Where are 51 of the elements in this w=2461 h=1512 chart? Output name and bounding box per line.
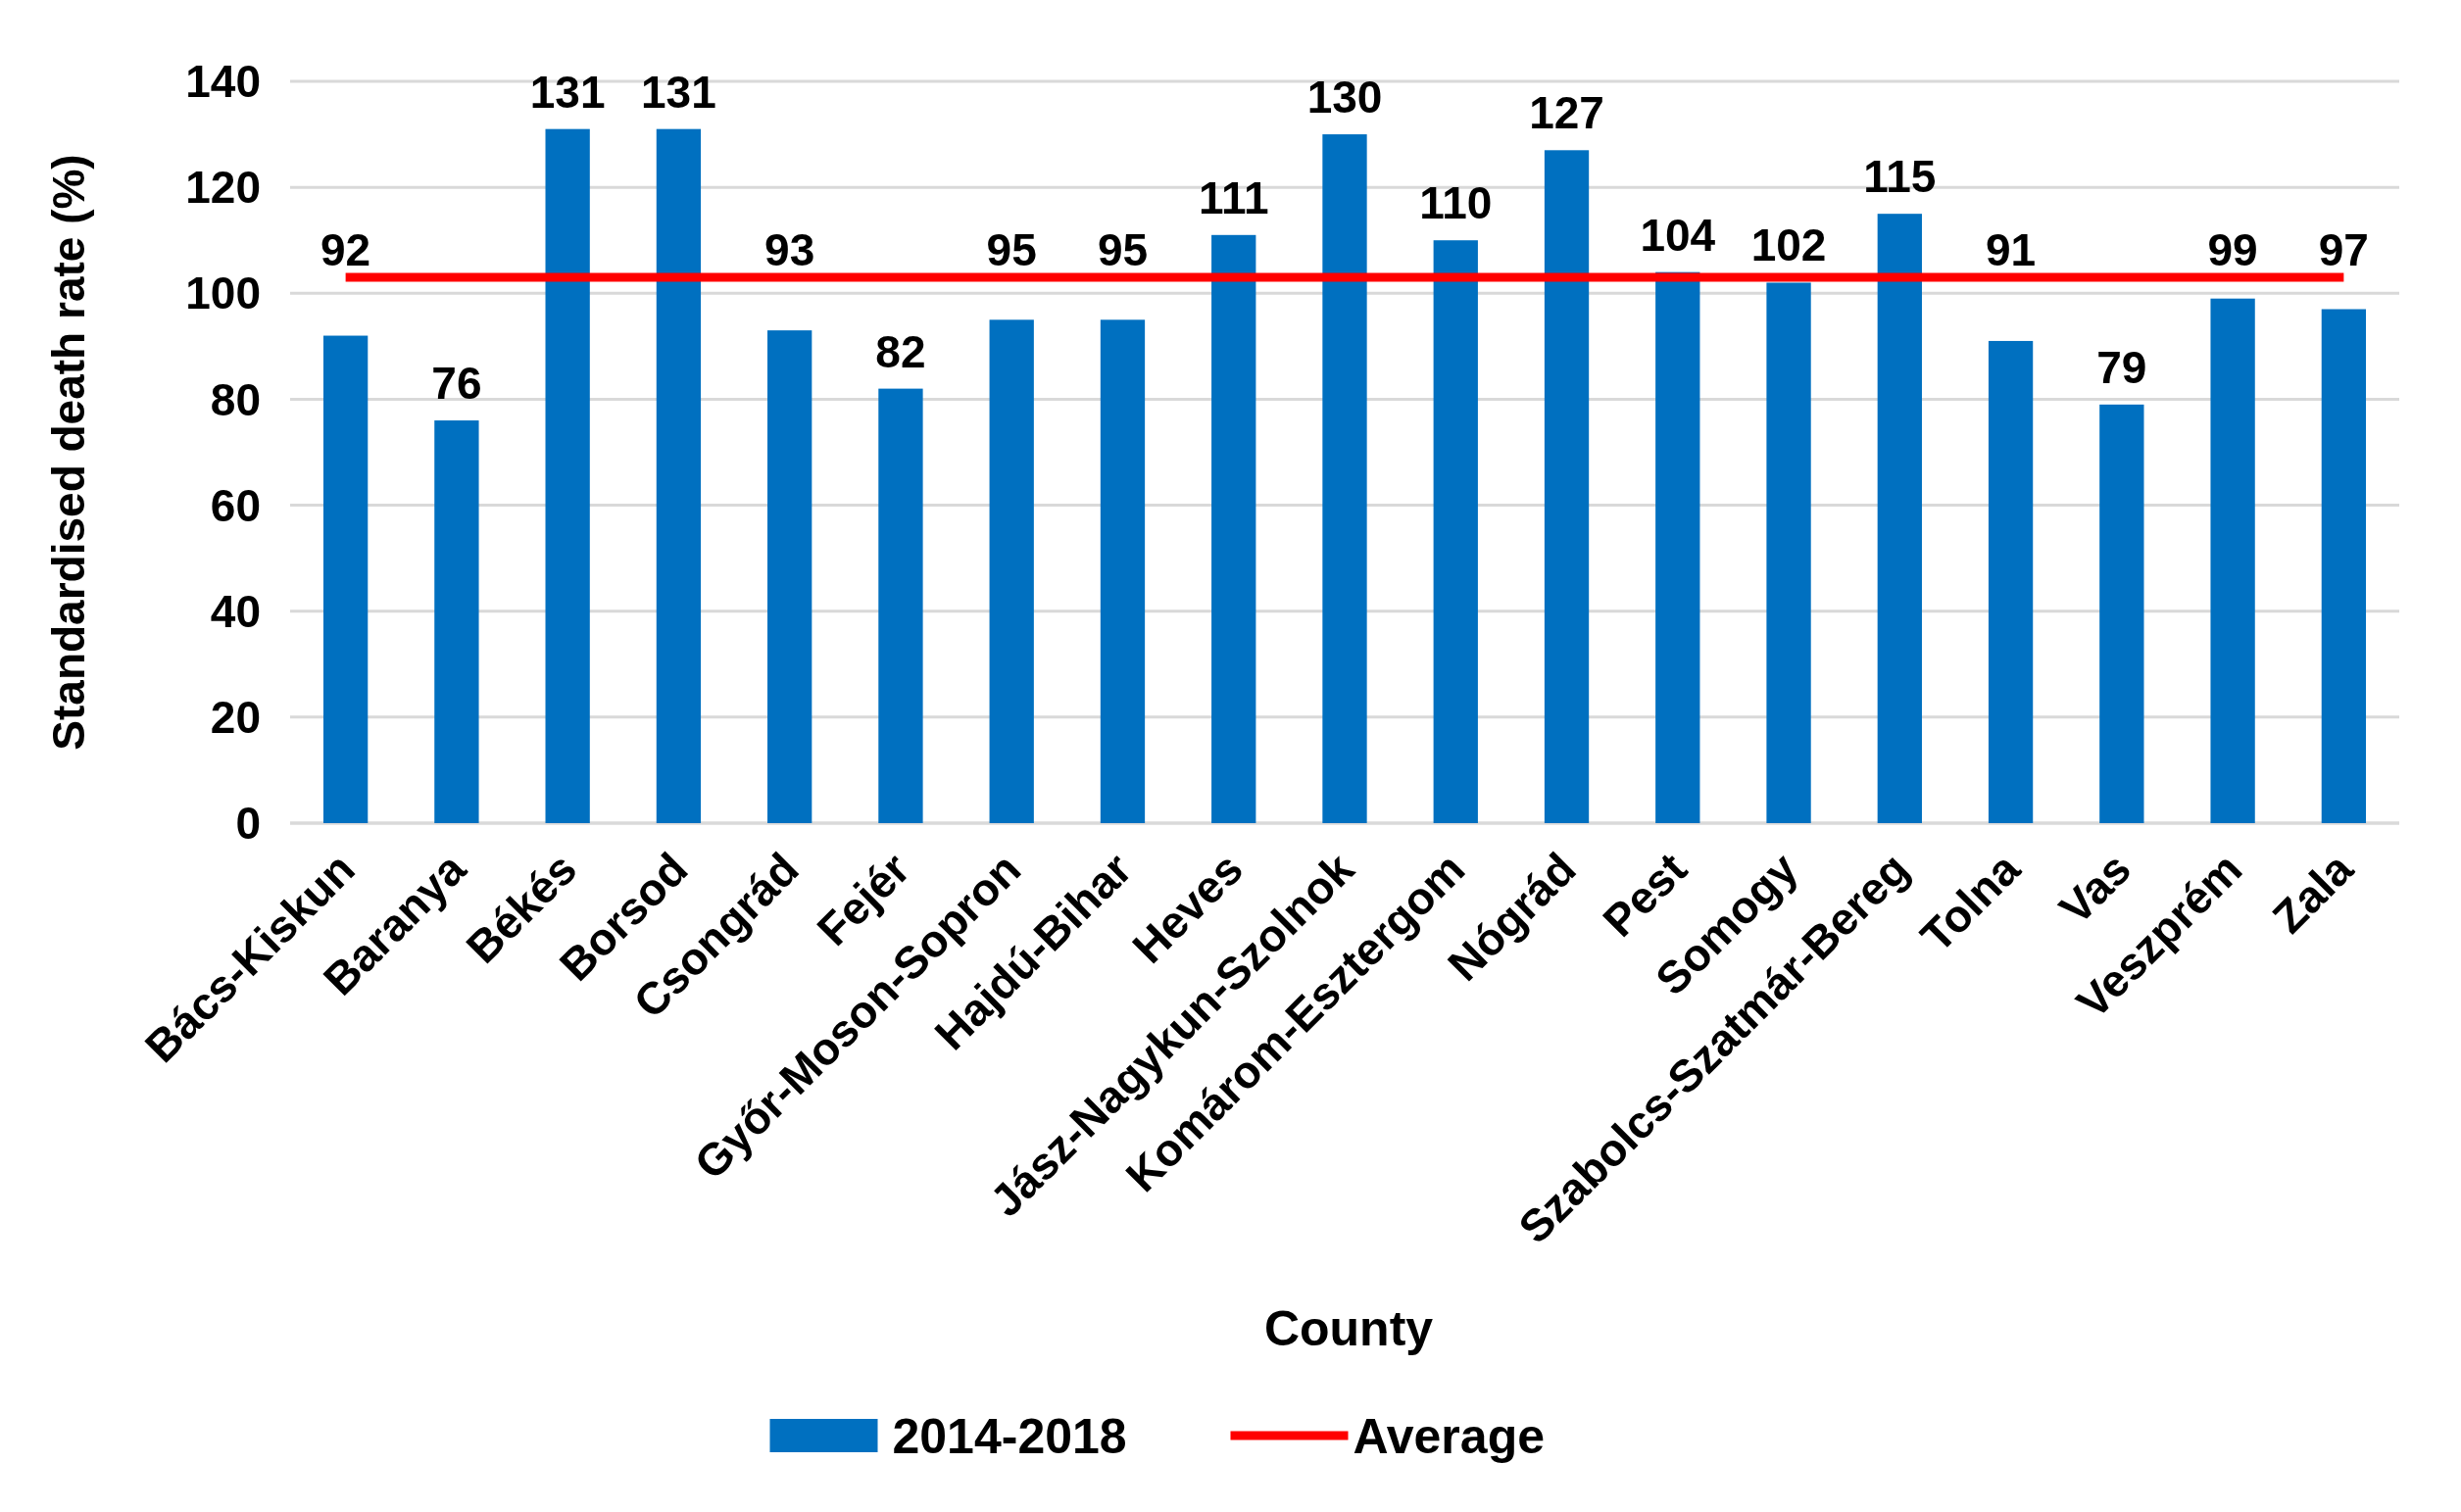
x-axis-title: County [1263, 1301, 1434, 1356]
y-tick-label: 0 [235, 798, 261, 850]
bar [1100, 319, 1146, 823]
data-label: 115 [1863, 151, 1937, 203]
bar [1766, 282, 1811, 823]
bar [322, 335, 369, 823]
y-tick-label: 100 [185, 268, 261, 319]
data-label: 99 [2207, 224, 2258, 276]
data-label: 82 [875, 325, 926, 377]
y-tick-label: 60 [210, 479, 261, 531]
legend-label: Average [1353, 1408, 1545, 1464]
data-label: 91 [1985, 224, 2037, 276]
bar [1544, 150, 1590, 823]
bar [1655, 271, 1700, 823]
bar [2210, 298, 2255, 823]
data-label: 97 [2318, 224, 2369, 276]
bar [1211, 234, 1256, 823]
data-label: 92 [320, 224, 371, 276]
bar [1988, 340, 2034, 823]
data-label: 79 [2096, 341, 2147, 393]
legend-label: 2014-2018 [892, 1408, 1127, 1464]
y-axis-title: Standardised death rate (%) [43, 154, 94, 751]
bar [1877, 214, 1922, 823]
bar [878, 388, 923, 823]
y-tick-label: 120 [185, 162, 261, 214]
bar [767, 330, 812, 823]
y-tick-label: 40 [210, 585, 261, 637]
y-tick-label: 140 [185, 56, 261, 108]
bar [545, 128, 590, 823]
data-label: 131 [529, 66, 606, 118]
data-label: 111 [1198, 171, 1269, 223]
bar [434, 420, 479, 823]
bar [2321, 309, 2367, 823]
data-label: 93 [764, 224, 815, 276]
data-label: 95 [986, 224, 1037, 276]
data-label: 131 [641, 66, 716, 118]
data-label: 95 [1097, 224, 1149, 276]
data-label: 76 [431, 358, 482, 410]
bar [2099, 404, 2144, 823]
data-label: 130 [1306, 72, 1383, 123]
data-label: 127 [1529, 87, 1604, 139]
x-tick-label: Zala [2262, 843, 2363, 944]
y-tick-label: 20 [210, 691, 261, 743]
bar [1322, 134, 1367, 823]
data-label: 102 [1750, 219, 1827, 271]
data-label: 104 [1640, 209, 1716, 261]
data-label: 110 [1419, 177, 1493, 229]
bar [656, 128, 702, 823]
bar [1433, 240, 1478, 823]
bar [989, 319, 1034, 823]
y-tick-label: 80 [210, 373, 261, 425]
